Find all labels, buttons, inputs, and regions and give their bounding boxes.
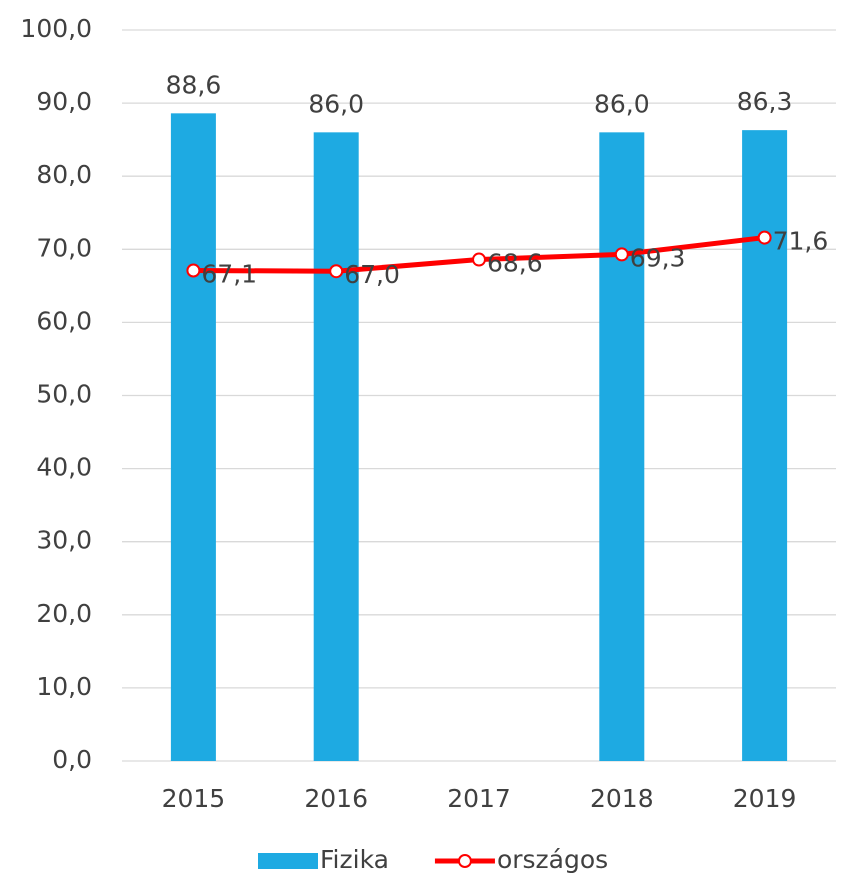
y-tick-label: 10,0 [36, 672, 92, 701]
y-tick-label: 40,0 [36, 453, 92, 482]
x-tick-label: 2016 [304, 784, 368, 813]
y-tick-label: 80,0 [36, 160, 92, 189]
data-label: 88,6 [166, 70, 222, 99]
x-tick-label: 2015 [162, 784, 226, 813]
data-label: 67,1 [201, 259, 257, 288]
y-tick-label: 0,0 [52, 745, 92, 774]
line-marker [329, 264, 344, 279]
legend-label: Fizika [320, 845, 389, 874]
data-label: 86,0 [594, 89, 650, 118]
bar [599, 132, 645, 762]
x-tick-label: 2018 [590, 784, 654, 813]
y-tick-label: 90,0 [36, 87, 92, 116]
line-marker [614, 247, 629, 262]
legend-swatch-marker [457, 854, 472, 868]
data-label: 67,0 [344, 260, 400, 289]
y-tick-label: 70,0 [36, 233, 92, 262]
line-marker [472, 252, 486, 267]
legend-swatch [258, 853, 318, 869]
y-tick-label: 60,0 [36, 306, 92, 335]
data-label: 68,6 [487, 249, 543, 278]
y-tick-label: 100,0 [20, 14, 92, 43]
y-tick-label: 50,0 [36, 380, 92, 409]
y-tick-label: 20,0 [36, 599, 92, 628]
bar [313, 132, 359, 762]
data-label: 69,3 [630, 243, 686, 272]
line-marker [757, 230, 772, 245]
data-label: 86,3 [737, 87, 793, 116]
line-marker [186, 263, 201, 278]
x-tick-label: 2017 [447, 784, 511, 813]
legend-label: országos [497, 845, 608, 874]
data-label: 86,0 [308, 89, 364, 118]
bar [170, 113, 216, 762]
x-tick-label: 2019 [733, 784, 797, 813]
bar [742, 130, 788, 762]
y-tick-label: 30,0 [36, 526, 92, 555]
data-label: 71,6 [773, 227, 829, 256]
